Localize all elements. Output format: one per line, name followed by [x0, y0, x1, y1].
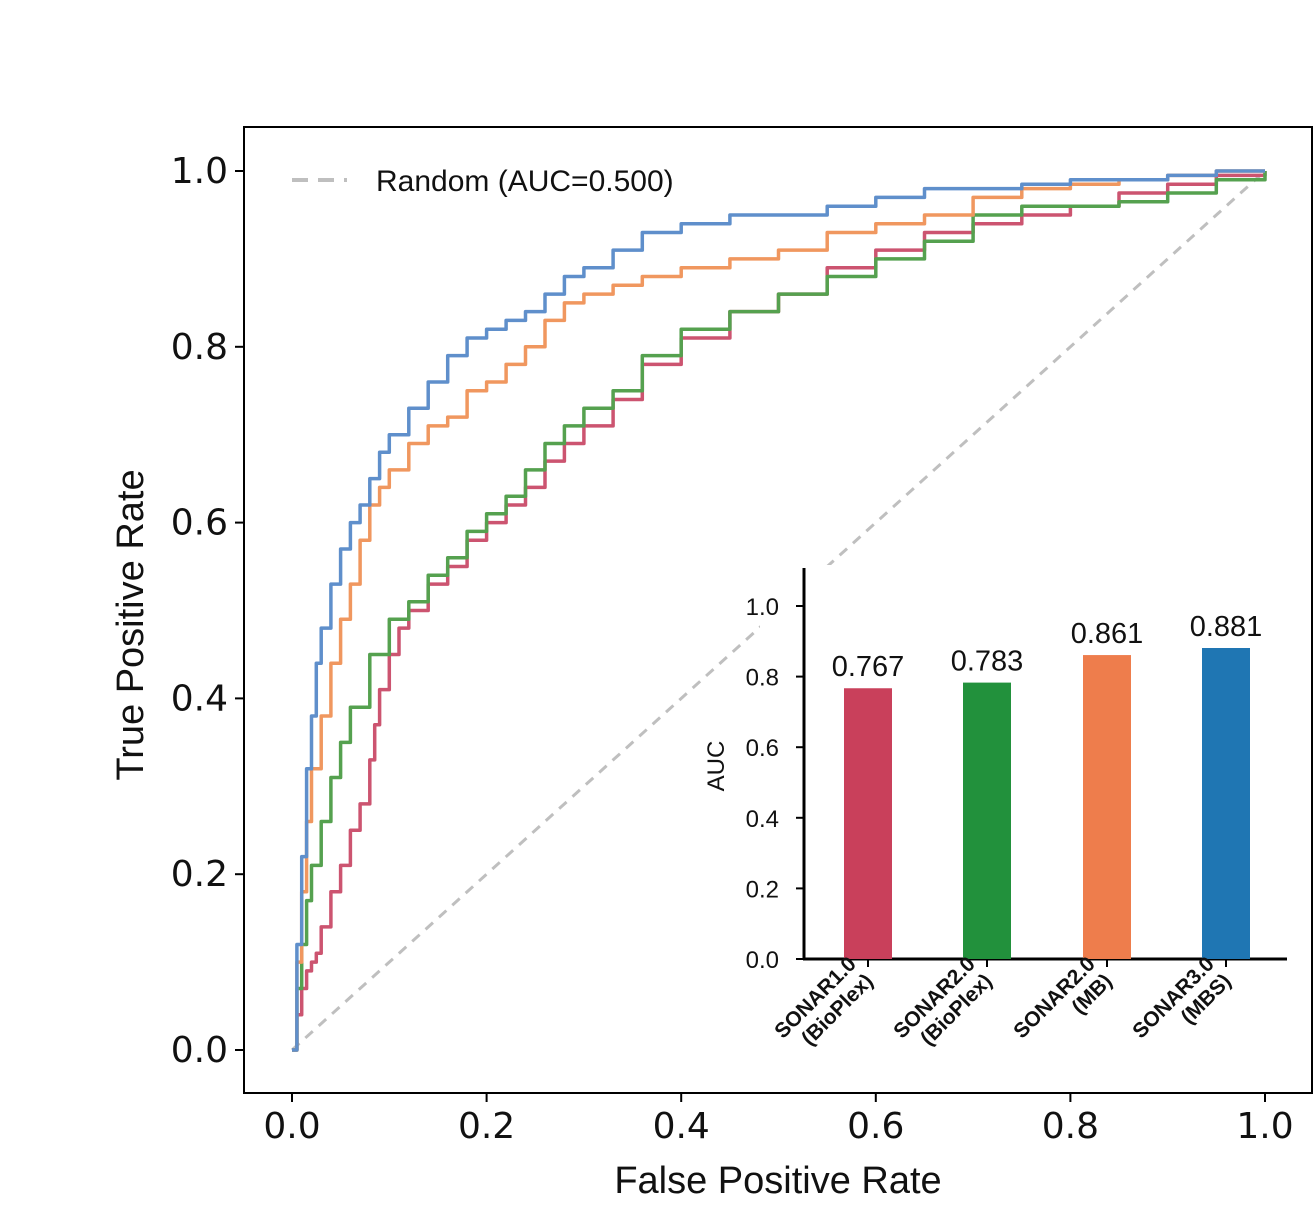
inset-bar-value-label: 0.767: [832, 651, 905, 683]
roc-curve-line: [292, 171, 1267, 1052]
inset-ylabel: AUC: [703, 741, 730, 792]
main-ylabel: True Positive Rate: [110, 469, 152, 780]
inset-bar: [1083, 655, 1131, 959]
main-x-tick-label: 1.0: [1236, 1106, 1293, 1147]
legend: Random (AUC=0.500): [292, 165, 674, 198]
main-x-ticks: 0.0 0.2 0.4 0.6 0.8 1.0: [263, 1093, 1294, 1147]
inset-bar-value-label: 0.881: [1190, 611, 1263, 643]
main-x-tick-label: 0.8: [1042, 1106, 1099, 1147]
roc-curve-line: [292, 169, 1265, 1052]
main-y-ticks: 0.0 0.2 0.4 0.6 0.8 1.0: [171, 151, 244, 1071]
main-x-tick-label: 0.0: [263, 1106, 320, 1147]
main-y-tick-label: 0.2: [171, 854, 228, 895]
inset-y-tick-label: 0.4: [746, 806, 779, 833]
inset-bar: [844, 688, 892, 959]
main-x-tick-label: 0.6: [847, 1106, 904, 1147]
inset-y-tick-label: 0.6: [746, 735, 779, 762]
inset-bar-chart: AUC 0.00.20.40.60.81.0 0.767SONAR1.0(Bio…: [703, 565, 1300, 1075]
inset-bar-value-label: 0.783: [951, 646, 1024, 678]
inset-y-tick-label: 0.8: [746, 665, 779, 692]
inset-bar-value-label: 0.861: [1071, 618, 1144, 650]
main-y-tick-label: 0.8: [171, 327, 228, 368]
main-y-tick-label: 0.0: [171, 1030, 228, 1071]
main-y-tick-label: 0.6: [171, 503, 228, 544]
main-plot-frame: [243, 126, 1313, 1094]
main-xlabel: False Positive Rate: [614, 1160, 941, 1202]
inset-bar: [1202, 648, 1250, 959]
inset-y-ticks: 0.0 0.2 0.4 0.6 0.8 1.0: [746, 594, 804, 974]
main-x-tick-label: 0.4: [653, 1106, 710, 1147]
legend-random-label: Random (AUC=0.500): [376, 165, 674, 198]
inset-bar: [963, 682, 1011, 959]
inset-y-tick-label: 1.0: [746, 594, 779, 621]
main-y-tick-label: 1.0: [171, 151, 228, 192]
inset-y-tick-label: 0.2: [746, 876, 779, 903]
main-y-tick-label: 0.4: [171, 678, 228, 719]
roc-curve-line: [292, 169, 1265, 1052]
inset-y-tick-label: 0.0: [746, 947, 779, 974]
roc-series: [290, 169, 1267, 1052]
main-x-tick-label: 0.2: [458, 1106, 515, 1147]
